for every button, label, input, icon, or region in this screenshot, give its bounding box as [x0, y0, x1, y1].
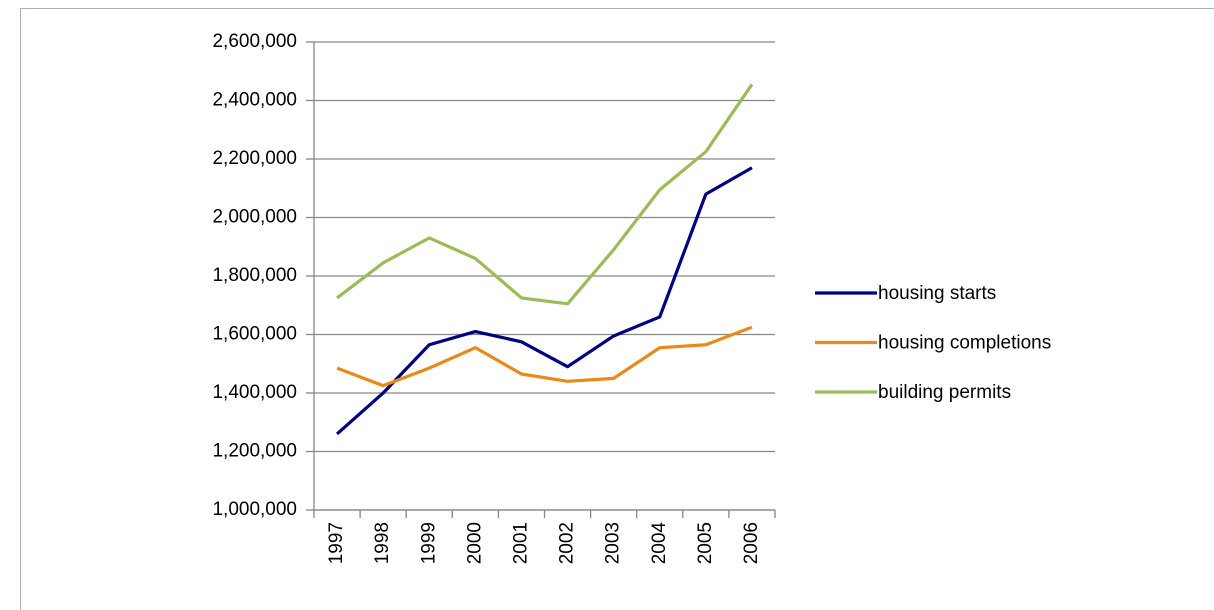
y-tick-label: 2,000,000: [212, 207, 297, 228]
x-tick-label: 2005: [695, 522, 716, 564]
x-tick-label: 2002: [557, 522, 578, 564]
y-tick-label: 2,200,000: [212, 148, 297, 169]
y-tick-label: 2,400,000: [212, 90, 297, 111]
series-line: [336, 83, 754, 306]
y-tick-label: 1,400,000: [212, 382, 297, 403]
legend-label: housing completions: [878, 333, 1051, 354]
x-tick-label: 1999: [418, 522, 439, 564]
x-tick-label: 2001: [510, 522, 531, 564]
x-tick-label: 2004: [649, 522, 670, 565]
x-tick-label: 2000: [464, 522, 485, 564]
series-line: [336, 325, 753, 388]
y-tick-label: 1,800,000: [212, 265, 297, 286]
x-tick-label: 1997: [326, 522, 347, 564]
y-tick-label: 1,200,000: [212, 441, 297, 462]
legend-label: housing starts: [878, 283, 996, 304]
y-tick-label: 1,000,000: [212, 499, 297, 520]
y-tick-label: 1,600,000: [212, 324, 297, 345]
x-tick-label: 1998: [372, 522, 393, 564]
x-tick-label: 2003: [603, 522, 624, 564]
y-tick-label: 2,600,000: [212, 31, 297, 52]
legend-label: building permits: [878, 382, 1011, 403]
series-line: [335, 166, 753, 436]
x-tick-label: 2006: [741, 522, 762, 564]
chart-border: [20, 8, 1214, 610]
